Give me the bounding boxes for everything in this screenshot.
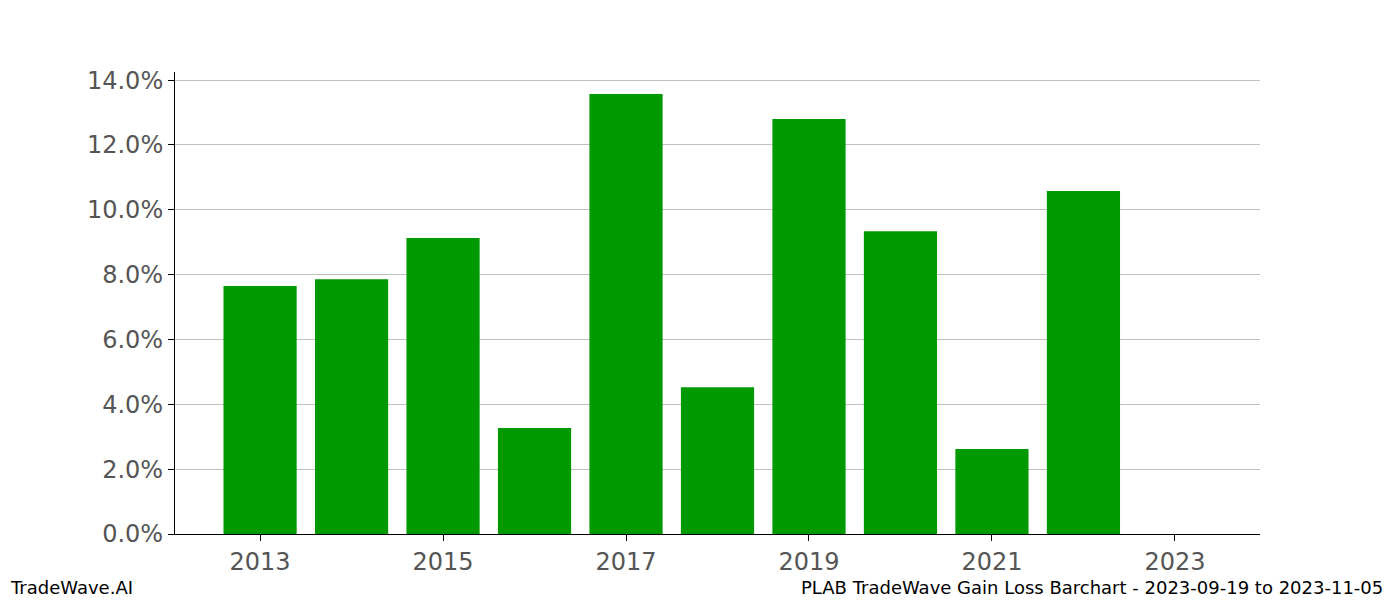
svg-text:PLAB TradeWave Gain Loss Barch: PLAB TradeWave Gain Loss Barchart - 2023… xyxy=(801,577,1383,598)
svg-text:14.0%: 14.0% xyxy=(87,67,163,95)
svg-text:2013: 2013 xyxy=(230,548,291,576)
svg-text:2017: 2017 xyxy=(595,548,656,576)
svg-text:2023: 2023 xyxy=(1144,548,1205,576)
svg-text:8.0%: 8.0% xyxy=(102,261,163,289)
svg-text:0.0%: 0.0% xyxy=(102,520,163,548)
svg-text:2.0%: 2.0% xyxy=(102,456,163,484)
svg-text:2019: 2019 xyxy=(778,548,839,576)
svg-text:TradeWave.AI: TradeWave.AI xyxy=(10,577,133,598)
svg-text:4.0%: 4.0% xyxy=(102,391,163,419)
svg-text:2015: 2015 xyxy=(413,548,474,576)
svg-text:12.0%: 12.0% xyxy=(87,131,163,159)
svg-text:2021: 2021 xyxy=(961,548,1022,576)
svg-text:10.0%: 10.0% xyxy=(87,196,163,224)
svg-text:6.0%: 6.0% xyxy=(102,326,163,354)
